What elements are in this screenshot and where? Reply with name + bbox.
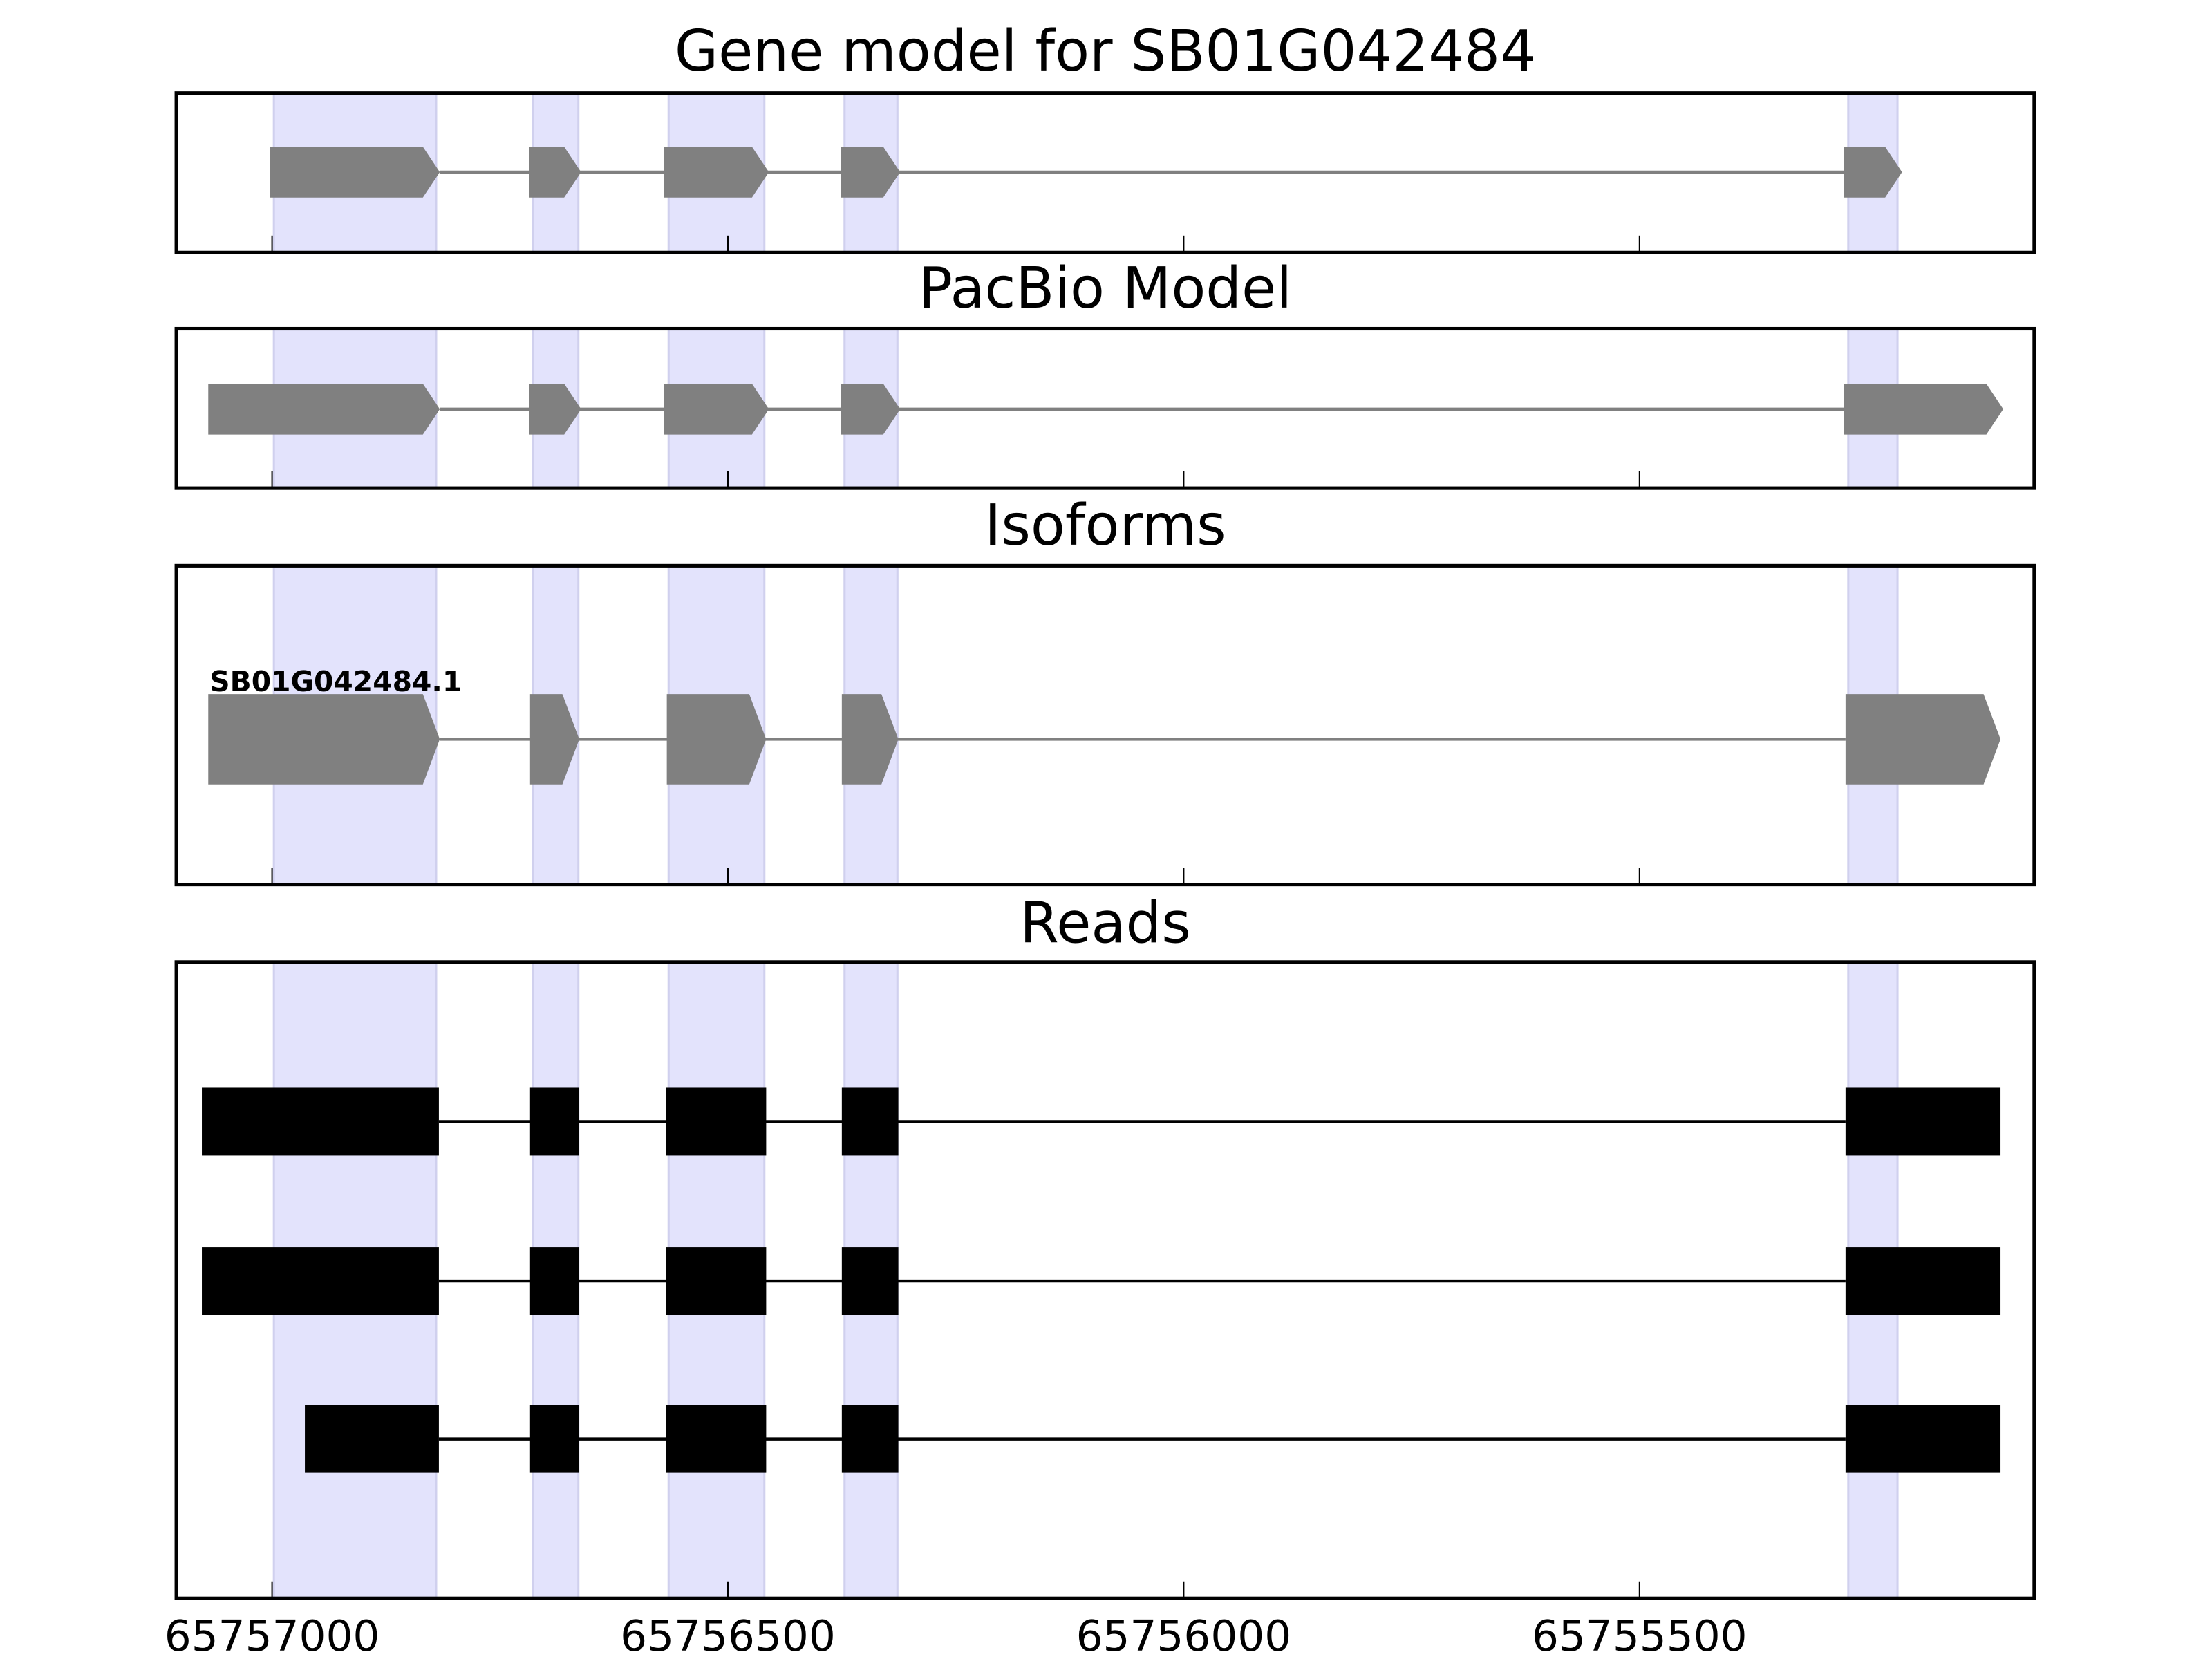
read-block [529, 1247, 580, 1315]
panel-frame [174, 960, 2036, 1600]
x-tick-label: 65757000 [165, 1612, 380, 1659]
x-tick-label: 65756500 [620, 1612, 836, 1659]
panel-isoform: Isoforms SB01G042484.1 [174, 493, 2036, 887]
panel-model: PacBio Model [174, 256, 2036, 490]
panel-title: PacBio Model [919, 256, 1292, 321]
read-block [202, 1087, 439, 1156]
panel-frame [174, 91, 2036, 254]
read-block [202, 1247, 439, 1315]
x-tick-label: 65756000 [1076, 1612, 1292, 1659]
read-block [841, 1405, 899, 1473]
read-block [1845, 1405, 2001, 1473]
panel-frame [174, 563, 2036, 887]
exon-arrow [529, 147, 581, 198]
exon-arrow [664, 384, 769, 435]
read-block [529, 1405, 580, 1473]
read-block [529, 1087, 580, 1156]
exon-arrow [529, 384, 581, 435]
panel-frame [174, 326, 2036, 490]
exon-arrow [529, 694, 580, 785]
exon-arrow [666, 694, 767, 785]
read-block [666, 1405, 767, 1473]
read-block [841, 1087, 899, 1156]
read-block [666, 1087, 767, 1156]
exon-arrow [1845, 694, 2001, 785]
exon-arrow [270, 147, 440, 198]
read-block [666, 1247, 767, 1315]
read-block [1845, 1247, 2001, 1315]
x-tick-label: 65755500 [1532, 1612, 1747, 1659]
read-block [305, 1405, 439, 1473]
isoform-label: SB01G042484.1 [209, 665, 462, 698]
panel-model: Gene model for SB01G042484 [174, 19, 2036, 254]
read-block [841, 1247, 899, 1315]
panel-title: Gene model for SB01G042484 [675, 19, 1536, 84]
exon-arrow [841, 147, 901, 198]
exon-arrow [1844, 147, 1902, 198]
exon-arrow [664, 147, 769, 198]
exon-arrow [1844, 384, 2004, 435]
read-block [1845, 1087, 2001, 1156]
exon-arrow [841, 384, 901, 435]
panel-title: Reads [1020, 890, 1191, 956]
panel-title: Isoforms [984, 493, 1226, 559]
exon-arrow [208, 694, 440, 785]
exon-arrow [208, 384, 440, 435]
exon-arrow [841, 694, 899, 785]
panel-read: Reads [174, 890, 2036, 1600]
